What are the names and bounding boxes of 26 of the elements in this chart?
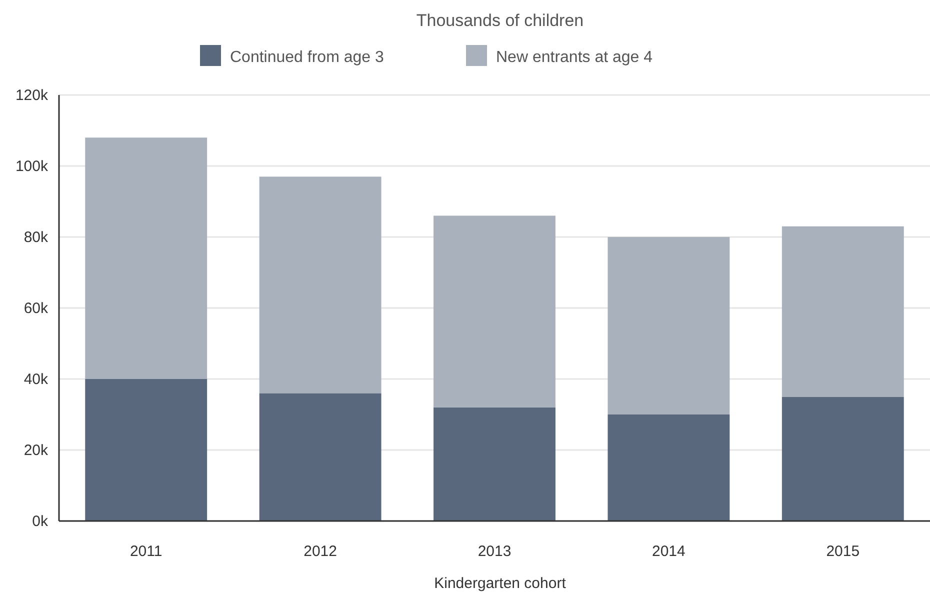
- bar: [434, 407, 556, 521]
- legend-label: New entrants at age 4: [496, 49, 653, 66]
- y-tick-label: 120k: [15, 87, 48, 104]
- x-tick-label: 2011: [130, 543, 162, 560]
- x-tick-label: 2015: [826, 543, 860, 560]
- legend-label: Continued from age 3: [230, 49, 384, 66]
- bar: [85, 379, 208, 521]
- bar: [608, 237, 730, 414]
- bar: [782, 396, 904, 521]
- bar: [259, 176, 382, 394]
- chart-subtitle: Thousands of children: [416, 11, 584, 30]
- bar: [85, 138, 208, 379]
- bar: [608, 414, 730, 521]
- bar: [782, 226, 904, 397]
- x-axis-title: Kindergarten cohort: [434, 575, 567, 592]
- y-tick-label: 60k: [24, 300, 48, 317]
- x-tick-label: 2013: [478, 543, 512, 560]
- bar: [259, 393, 382, 521]
- y-tick-label: 40k: [24, 371, 48, 388]
- y-tick-label: 20k: [24, 442, 48, 459]
- x-tick-label: 2012: [304, 543, 337, 560]
- y-tick-label: 80k: [24, 229, 48, 246]
- x-tick-label: 2014: [652, 543, 686, 560]
- y-tick-label: 100k: [15, 158, 48, 175]
- y-tick-label: 0k: [32, 513, 48, 530]
- bar: [434, 216, 556, 408]
